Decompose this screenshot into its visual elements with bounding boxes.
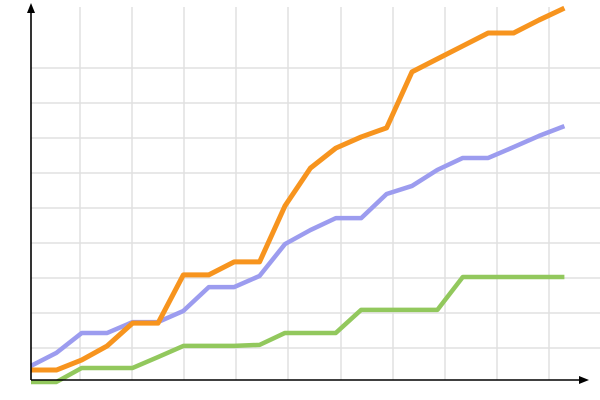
y-axis-arrowhead-icon bbox=[27, 3, 35, 13]
series-green-line bbox=[31, 274, 565, 385]
x-axis-arrowhead-icon bbox=[579, 376, 589, 384]
axes bbox=[30, 8, 584, 381]
series-orange-line bbox=[31, 5, 566, 373]
series-purple-line bbox=[29, 124, 566, 368]
gridlines bbox=[31, 7, 600, 380]
